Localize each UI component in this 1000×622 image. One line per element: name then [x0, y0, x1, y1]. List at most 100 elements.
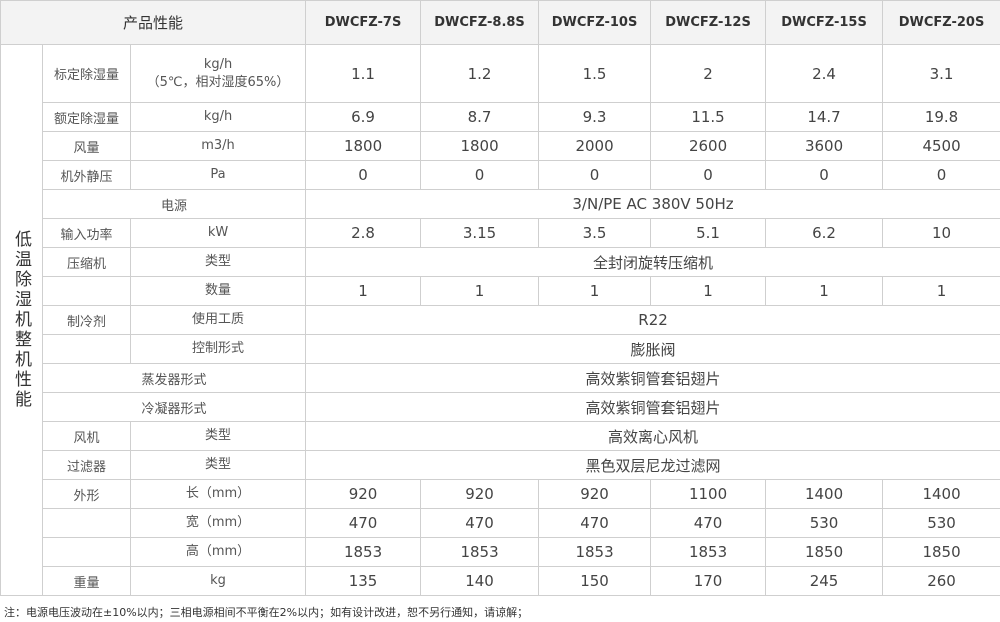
- value-cell: 170: [650, 566, 767, 596]
- table-row: 低温除湿机整机性能 标定除湿量 kg/h （5℃，相对湿度65%） 1.1 1.2 1.5 2…: [0, 44, 1000, 596]
- unit-text: m3/h: [201, 138, 235, 153]
- merged-value: 黑色双层尼龙过滤网: [305, 450, 1000, 480]
- row-unit: 长（mm）: [129, 479, 307, 509]
- row-item: 外形: [42, 479, 131, 509]
- value-cell: 920: [538, 479, 652, 509]
- value-cell: 0: [765, 160, 884, 190]
- row-item: [42, 537, 131, 567]
- row-unit: 类型: [129, 450, 307, 480]
- value-cell: 3.5: [538, 218, 652, 248]
- table-row: 数量 1 1 1 1 1 1: [1, 276, 1000, 306]
- value-cell: 1853: [538, 537, 652, 567]
- value-cell: 0: [882, 160, 1000, 190]
- merged-value: 3/N/PE AC 380V 50Hz: [305, 189, 1000, 219]
- value-cell: 530: [882, 508, 1000, 538]
- row-unit: Pa: [129, 160, 307, 190]
- spec-table: 产品性能 DWCFZ-7S DWCFZ-8.8S DWCFZ-10S DWCFZ-12…: [0, 0, 1000, 596]
- merged-value: 高效紫铜管套铝翅片: [305, 392, 1000, 422]
- unit-text: 类型: [205, 428, 232, 443]
- header-row: 产品性能 DWCFZ-7S DWCFZ-8.8S DWCFZ-10S DWCFZ-12…: [0, 0, 1000, 45]
- row-item: 重量: [42, 566, 131, 596]
- value-cell: 1100: [650, 479, 767, 509]
- row-item: [42, 334, 131, 364]
- row-unit: kg/h: [129, 102, 307, 132]
- unit-text: Pa: [210, 167, 226, 182]
- row-item: 压缩机: [42, 247, 131, 277]
- value-cell: 470: [420, 508, 540, 538]
- value-cell: 1: [765, 276, 884, 306]
- unit-text: kg/h: [203, 109, 233, 124]
- table-row: 控制形式 膨胀阀: [1, 334, 1000, 364]
- value-cell: 14.7: [765, 102, 884, 132]
- value-cell: 470: [305, 508, 422, 538]
- table-row: 输入功率 kW 2.8 3.15 3.5 5.1 6.2 10: [1, 218, 1000, 248]
- table-row: 额定除湿量 kg/h 6.9 8.7 9.3 11.5 14.7 19.8: [1, 102, 1000, 132]
- unit-text: 高（mm）: [185, 544, 251, 559]
- unit-text: kg/h: [203, 56, 233, 72]
- model-header: DWCFZ-8.8S: [420, 0, 540, 45]
- value-cell: 11.5: [650, 102, 767, 132]
- unit-condition: （5℃，相对湿度65%）: [146, 74, 290, 90]
- value-cell: 1853: [420, 537, 540, 567]
- row-item: 风量: [42, 131, 131, 161]
- row-item: 风机: [42, 421, 131, 451]
- value-cell: 140: [420, 566, 540, 596]
- value-cell: 470: [650, 508, 767, 538]
- merged-value: 高效紫铜管套铝翅片: [305, 363, 1000, 393]
- value-cell: 4500: [882, 131, 1000, 161]
- merged-value: 高效离心风机: [305, 421, 1000, 451]
- value-cell: 2.8: [305, 218, 422, 248]
- row-item: 额定除湿量: [42, 102, 131, 132]
- value-cell: 19.8: [882, 102, 1000, 132]
- merged-value: R22: [305, 305, 1000, 335]
- value-cell: 0: [420, 160, 540, 190]
- value-cell: 1: [305, 276, 422, 306]
- value-cell: 0: [650, 160, 767, 190]
- value-cell: 920: [305, 479, 422, 509]
- row-item: [42, 508, 131, 538]
- merged-value: 膨胀阀: [305, 334, 1000, 364]
- row-item: 标定除湿量: [42, 44, 131, 103]
- row-label: 蒸发器形式: [41, 363, 307, 393]
- model-header: DWCFZ-20S: [882, 0, 1000, 45]
- model-header: DWCFZ-12S: [650, 0, 767, 45]
- row-label: 电源: [41, 189, 307, 219]
- table-title: 产品性能: [0, 0, 307, 45]
- value-cell: 2000: [538, 131, 652, 161]
- value-cell: 2: [650, 44, 767, 103]
- table-row: 重量 kg 135 140 150 170 245 260: [1, 566, 1000, 596]
- footnote: 注：电源电压波动在±10%以内；三相电源相间不平衡在2%以内；如有设计改进，恕不…: [4, 606, 529, 619]
- row-item: [42, 276, 131, 306]
- value-cell: 1850: [882, 537, 1000, 567]
- value-cell: 1.5: [538, 44, 652, 103]
- value-cell: 1800: [420, 131, 540, 161]
- row-unit: kg: [129, 566, 307, 596]
- row-unit: kg/h （5℃，相对湿度65%）: [129, 44, 307, 103]
- merged-value: 全封闭旋转压缩机: [305, 247, 1000, 277]
- unit-text: 控制形式: [192, 341, 245, 356]
- row-unit: 数量: [129, 276, 307, 306]
- table-row: 冷凝器形式 高效紫铜管套铝翅片: [1, 392, 1000, 422]
- value-cell: 6.9: [305, 102, 422, 132]
- value-cell: 1850: [765, 537, 884, 567]
- row-unit: 类型: [129, 421, 307, 451]
- value-cell: 1.2: [420, 44, 540, 103]
- row-unit: 使用工质: [129, 305, 307, 335]
- model-header: DWCFZ-15S: [765, 0, 884, 45]
- value-cell: 9.3: [538, 102, 652, 132]
- unit-text: 宽（mm）: [185, 515, 251, 530]
- table-row: 电源 3/N/PE AC 380V 50Hz: [1, 189, 1000, 219]
- table-row: 风量 m3/h 1800 1800 2000 2600 3600 4500: [1, 131, 1000, 161]
- value-cell: 1.1: [305, 44, 422, 103]
- unit-text: 长（mm）: [185, 486, 251, 501]
- model-header: DWCFZ-10S: [538, 0, 652, 45]
- value-cell: 8.7: [420, 102, 540, 132]
- value-cell: 0: [538, 160, 652, 190]
- value-cell: 1: [882, 276, 1000, 306]
- value-cell: 1: [538, 276, 652, 306]
- value-cell: 2600: [650, 131, 767, 161]
- value-cell: 1853: [305, 537, 422, 567]
- value-cell: 1: [420, 276, 540, 306]
- row-unit: 高（mm）: [129, 537, 307, 567]
- value-cell: 150: [538, 566, 652, 596]
